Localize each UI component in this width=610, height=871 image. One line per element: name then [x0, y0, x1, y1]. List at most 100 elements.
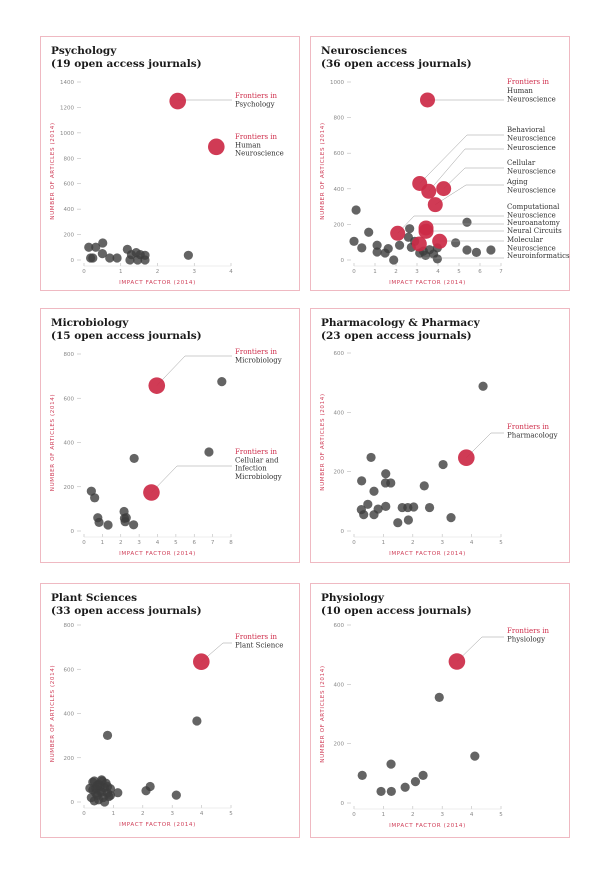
- y-tick-label: 400: [334, 187, 345, 193]
- y-tick-label: 800: [64, 156, 75, 162]
- data-point: [386, 478, 396, 488]
- data-point: [403, 515, 413, 525]
- x-tick-label: 7: [211, 540, 215, 546]
- y-tick-label: 600: [64, 396, 75, 402]
- y-axis-label: NUMBER OF ARTICLES (2014): [320, 393, 326, 490]
- leader-line: [456, 636, 504, 662]
- data-point: [462, 217, 472, 227]
- x-tick-label: 3: [415, 269, 419, 275]
- y-tick-label: 200: [64, 233, 75, 239]
- journal-label: Human: [235, 141, 261, 149]
- x-tick-label: 3: [440, 540, 444, 546]
- y-tick-label: 1400: [60, 80, 74, 86]
- data-point: [103, 520, 113, 530]
- chart-title: Plant Sciences: [51, 592, 137, 604]
- chart-subtitle: (23 open access journals): [321, 330, 472, 342]
- x-tick-label: 4: [436, 269, 440, 275]
- y-axis-label: NUMBER OF ARTICLES (2014): [320, 665, 326, 762]
- data-point: [446, 513, 456, 523]
- data-point: [418, 770, 428, 781]
- chart-title: Microbiology: [51, 317, 129, 329]
- y-axis-label: NUMBER OF ARTICLES (2014): [50, 394, 56, 491]
- chart-title: Pharmacology & Pharmacy: [321, 317, 481, 329]
- data-point: [369, 486, 379, 496]
- y-tick-label: 400: [64, 207, 75, 213]
- x-tick-label: 5: [174, 540, 178, 546]
- data-point: [183, 250, 193, 260]
- data-point: [145, 781, 155, 792]
- x-tick-label: 4: [156, 540, 160, 546]
- journal-label: Microbiology: [235, 473, 282, 481]
- y-tick-label: 200: [64, 485, 75, 491]
- chart-title: Neurosciences: [321, 45, 407, 57]
- x-tick-label: 2: [394, 269, 398, 275]
- x-tick-label: 2: [141, 811, 145, 817]
- data-point: [84, 242, 94, 252]
- journal-label: Aging: [506, 178, 528, 186]
- scatter-chart: Plant Sciences(33 open access journals) 0…: [50, 592, 283, 828]
- chart-subtitle: (10 open access journals): [321, 605, 472, 617]
- x-axis-label: IMPACT FACTOR (2014): [119, 280, 196, 286]
- data-point: [99, 797, 110, 807]
- data-point: [438, 459, 448, 470]
- highlighted-point: [390, 225, 406, 241]
- y-tick-label: 200: [334, 222, 345, 228]
- x-tick-label: 5: [457, 269, 461, 275]
- data-point: [126, 250, 137, 260]
- data-point: [140, 255, 150, 265]
- leader-line: [419, 134, 504, 184]
- data-point: [351, 205, 361, 215]
- journal-label: Neuroscience: [507, 144, 556, 152]
- data-point: [372, 240, 382, 250]
- x-tick-label: 4: [470, 812, 474, 818]
- y-tick-label: 200: [64, 756, 75, 762]
- x-tick-label: 4: [200, 811, 204, 817]
- highlighted-point: [208, 138, 225, 156]
- data-point: [409, 502, 419, 512]
- y-tick-label: 0: [71, 529, 75, 535]
- leader-line: [156, 355, 232, 386]
- journal-label: Neuroscience: [507, 95, 556, 103]
- journal-label: Neuroanatomy: [507, 219, 560, 227]
- journal-label: Cellular: [507, 159, 536, 167]
- chart-title: Physiology: [321, 592, 385, 604]
- y-tick-label: 800: [64, 623, 75, 629]
- journal-label: Computational: [507, 203, 560, 211]
- chart-subtitle: (36 open access journals): [321, 58, 472, 70]
- highlighted-point: [148, 377, 166, 394]
- journal-label: Molecular: [507, 236, 544, 244]
- highlighted-point: [432, 233, 448, 249]
- data-point: [400, 782, 410, 792]
- chart-panel-psychology: Psychology (19 open access journals) 0 200 4…: [40, 36, 300, 291]
- x-tick-label: 0: [82, 811, 86, 817]
- y-tick-label: 0: [341, 801, 345, 807]
- y-tick-label: 0: [341, 258, 345, 264]
- x-axis-label: IMPACT FACTOR (2014): [389, 551, 466, 557]
- x-tick-label: 0: [82, 269, 86, 275]
- x-axis-label: IMPACT FACTOR (2014): [389, 280, 466, 286]
- data-point: [478, 381, 488, 391]
- data-point: [121, 513, 131, 523]
- x-tick-label: 0: [82, 540, 86, 546]
- highlighted-point: [427, 197, 443, 213]
- data-point: [389, 255, 399, 265]
- data-point: [386, 759, 396, 769]
- data-point: [364, 227, 374, 237]
- chart-panel-neurosciences: Neurosciences (36 open access journals) 0 2…: [310, 36, 570, 291]
- journal-label: Neuroscience: [507, 134, 556, 142]
- highlighted-point: [420, 92, 435, 108]
- journal-label: Microbiology: [235, 356, 282, 364]
- data-point: [373, 504, 383, 514]
- leader-line: [435, 184, 504, 205]
- x-tick-label: 3: [170, 811, 174, 817]
- label-prefix: Frontiers in: [507, 627, 550, 635]
- x-tick-label: 1: [101, 540, 105, 546]
- data-point: [432, 254, 442, 264]
- scatter-chart: Psychology(19 open access journals)02004…: [50, 45, 284, 286]
- y-tick-label: 200: [334, 470, 345, 476]
- highlighted-point: [169, 92, 187, 110]
- y-axis-label: NUMBER OF ARTICLES (2014): [320, 122, 326, 219]
- x-tick-label: 0: [352, 812, 356, 818]
- x-tick-label: 5: [499, 540, 503, 546]
- y-tick-label: 600: [64, 182, 75, 188]
